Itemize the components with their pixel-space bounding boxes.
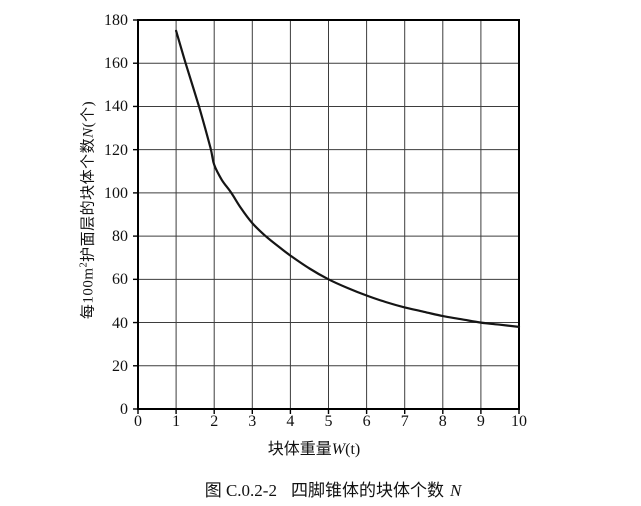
x-tick-label: 3 <box>248 413 257 430</box>
caption-number: 图 C.0.2-2 <box>204 481 277 500</box>
x-tick-label: 2 <box>210 413 219 430</box>
figure-caption: 图 C.0.2-2 四脚锥体的块体个数 N <box>205 476 462 501</box>
y-title-superscript: 2 <box>78 261 90 268</box>
x-tick-label: 1 <box>172 413 181 430</box>
y-tick-label: 160 <box>104 55 128 73</box>
plot-area <box>133 19 521 414</box>
y-tick-label: 80 <box>112 228 128 246</box>
y-title-variable: N <box>80 127 97 138</box>
x-tick-label: 10 <box>511 413 527 430</box>
x-tick-label: 0 <box>134 413 142 430</box>
x-tick-label: 6 <box>362 413 371 430</box>
y-title-prefix: 每100m <box>80 267 97 320</box>
x-title-variable: W <box>331 441 346 458</box>
x-tick-label: 5 <box>324 413 333 430</box>
y-tick-label: 40 <box>112 314 128 332</box>
caption-variable: N <box>449 481 462 500</box>
y-title-suffix: (个) <box>80 100 97 128</box>
y-tick-label: 140 <box>104 98 128 116</box>
y-tick-label: 120 <box>104 141 128 159</box>
y-tick-label: 60 <box>112 271 128 289</box>
y-tick-label: 20 <box>112 357 128 375</box>
caption-text: 四脚锥体的块体个数 <box>290 481 444 500</box>
x-tick-label: 9 <box>476 413 485 430</box>
data-curve <box>175 29 521 328</box>
y-tick-label: 180 <box>104 12 128 29</box>
y-axis-title: 每100m2护面层的块体个数N(个) <box>77 101 98 319</box>
x-tick-label: 8 <box>438 413 447 430</box>
x-title-suffix: (t) <box>345 441 361 458</box>
y-tick-label: 0 <box>120 401 128 418</box>
x-title-prefix: 块体重量 <box>267 441 332 458</box>
x-axis-title: 块体重量W(t) <box>268 435 360 459</box>
y-title-mid: 护面层的块体个数 <box>80 137 97 262</box>
x-tick-label: 4 <box>286 413 295 430</box>
x-tick-label: 7 <box>400 413 409 430</box>
y-tick-label: 100 <box>104 184 128 202</box>
plot-border <box>137 19 520 410</box>
